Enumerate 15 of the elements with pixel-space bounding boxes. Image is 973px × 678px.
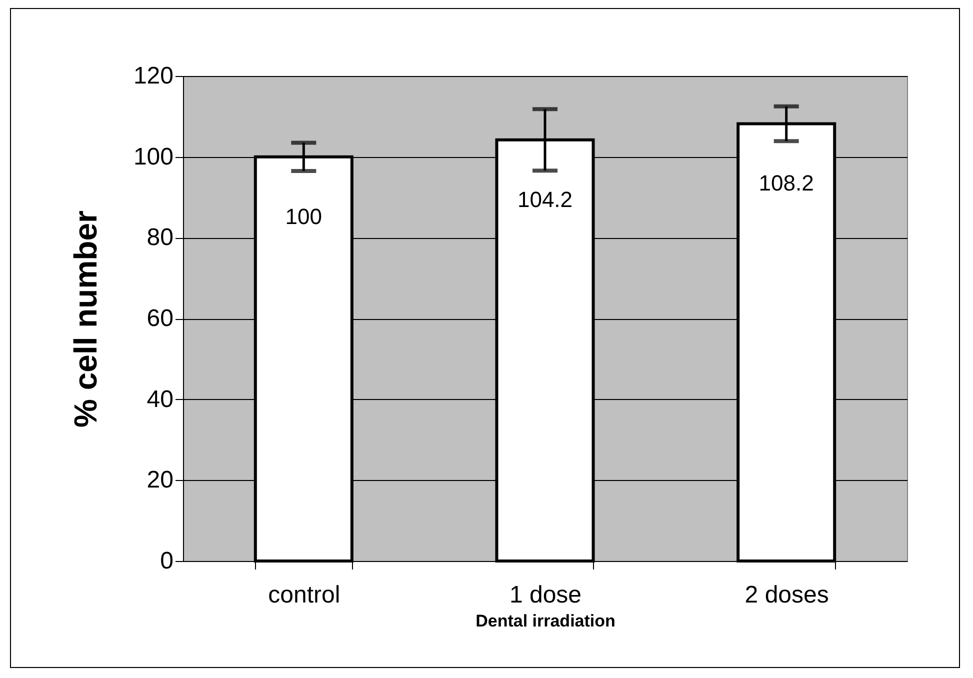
y-tick-label: 100 (133, 143, 174, 170)
data-label: 104.2 (517, 186, 573, 212)
data-label: 108.2 (758, 170, 814, 196)
x-tick-label: 1 dose (509, 582, 582, 608)
y-tick-label: 60 (146, 305, 174, 332)
y-axis-title: % cell number (67, 210, 104, 428)
y-tick-label: 20 (146, 466, 174, 494)
y-tick-label: 0 (160, 548, 174, 574)
x-axis-title: Dental irradiation (476, 612, 616, 630)
data-label: 100 (285, 204, 322, 229)
y-tick-label: 80 (146, 224, 174, 252)
x-tick-label: control (268, 582, 340, 608)
y-tick-label: 40 (146, 386, 174, 413)
x-tick-label: 2 doses (744, 582, 829, 608)
y-tick-label: 120 (133, 62, 174, 90)
